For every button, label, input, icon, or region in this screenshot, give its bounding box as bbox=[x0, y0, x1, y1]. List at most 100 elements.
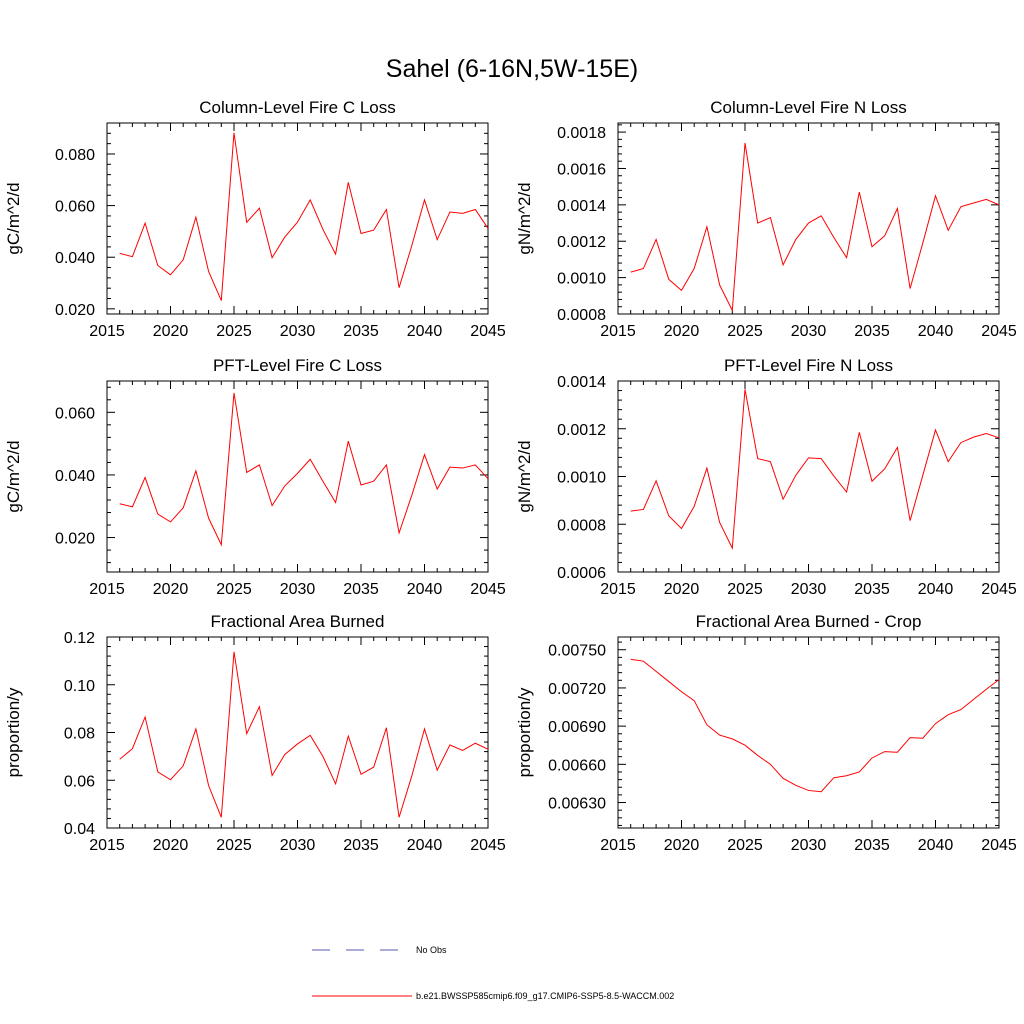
x-tick-label: 2015 bbox=[89, 323, 125, 340]
y-tick-label: 0.10 bbox=[64, 678, 95, 695]
y-tick-label: 0.00720 bbox=[548, 681, 606, 698]
x-tick-label: 2015 bbox=[89, 581, 125, 598]
y-tick-label: 0.0008 bbox=[557, 307, 606, 324]
panel-1: 2015 2020 2025 2030 2035 2040 2045 0.020 0.040 0.… bbox=[4, 98, 506, 340]
x-tick-label: 2025 bbox=[216, 323, 252, 340]
y-tick-label: 0.0006 bbox=[557, 565, 606, 582]
y-tick-label: 0.040 bbox=[55, 468, 95, 485]
legend-label-model: b.e21.BWSSP585cmip6.f09_g17.CMIP6-SSP5-8… bbox=[416, 991, 674, 1001]
x-tick-label: 2030 bbox=[280, 837, 316, 854]
y-tick-label: 0.0018 bbox=[557, 125, 606, 142]
x-tick-label: 2020 bbox=[664, 323, 700, 340]
x-tick-label: 2040 bbox=[918, 837, 954, 854]
x-tick-label: 2045 bbox=[470, 323, 506, 340]
panel-title: Fractional Area Burned bbox=[211, 612, 385, 631]
x-tick-label: 2030 bbox=[280, 323, 316, 340]
panel-title: Column-Level Fire C Loss bbox=[199, 98, 396, 117]
panel-2: 2015 2020 2025 2030 2035 2040 2045 0.0008 0.0010… bbox=[515, 98, 1017, 340]
y-tick-label: 0.12 bbox=[64, 630, 95, 647]
x-tick-label: 2035 bbox=[343, 581, 379, 598]
y-tick-label: 0.06 bbox=[64, 773, 95, 790]
series-line bbox=[630, 142, 1000, 313]
y-tick-label: 0.040 bbox=[55, 250, 95, 267]
panel-title: Column-Level Fire N Loss bbox=[710, 98, 907, 117]
y-tick-label: 0.00630 bbox=[548, 796, 606, 813]
y-tick-label: 0.0012 bbox=[557, 234, 606, 251]
x-tick-label: 2035 bbox=[854, 837, 890, 854]
y-axis-label: gC/m^2/d bbox=[4, 440, 23, 512]
series-line bbox=[630, 389, 1000, 550]
x-tick-label: 2035 bbox=[343, 837, 379, 854]
x-tick-label: 2040 bbox=[407, 323, 443, 340]
y-tick-label: 0.0010 bbox=[557, 271, 606, 288]
panel-title: Fractional Area Burned - Crop bbox=[696, 612, 922, 631]
x-tick-label: 2025 bbox=[727, 581, 763, 598]
x-tick-label: 2020 bbox=[153, 837, 189, 854]
x-tick-label: 2045 bbox=[470, 837, 506, 854]
y-tick-label: 0.04 bbox=[64, 821, 95, 838]
x-tick-label: 2020 bbox=[664, 837, 700, 854]
plot-frame bbox=[617, 380, 1000, 573]
x-tick-label: 2020 bbox=[664, 581, 700, 598]
panels: 2015 2020 2025 2030 2035 2040 2045 0.020 0.040 0.… bbox=[4, 98, 1017, 854]
y-tick-label: 0.020 bbox=[55, 302, 95, 319]
x-tick-label: 2040 bbox=[407, 581, 443, 598]
series-line bbox=[119, 392, 489, 547]
x-tick-label: 2025 bbox=[216, 581, 252, 598]
x-tick-label: 2030 bbox=[280, 581, 316, 598]
y-tick-label: 0.080 bbox=[55, 147, 95, 164]
y-tick-label: 0.0010 bbox=[557, 470, 606, 487]
panel-5: 2015 2020 2025 2030 2035 2040 2045 0.04 0.06 0.08… bbox=[4, 612, 506, 854]
x-tick-label: 2015 bbox=[600, 323, 636, 340]
series-line bbox=[119, 651, 489, 818]
x-tick-label: 2030 bbox=[791, 323, 827, 340]
panel-4: 2015 2020 2025 2030 2035 2040 2045 0.0006 0.0008… bbox=[515, 356, 1017, 598]
y-axis-label: gN/m^2/d bbox=[515, 182, 534, 254]
figure-title: Sahel (6-16N,5W-15E) bbox=[386, 55, 638, 83]
x-tick-label: 2025 bbox=[727, 837, 763, 854]
x-tick-label: 2045 bbox=[981, 323, 1017, 340]
legend: No Obs b.e21.BWSSP585cmip6.f09_g17.CMIP6… bbox=[312, 945, 674, 1001]
x-tick-label: 2035 bbox=[854, 323, 890, 340]
y-axis-label: gN/m^2/d bbox=[515, 440, 534, 512]
x-tick-label: 2045 bbox=[981, 581, 1017, 598]
y-tick-label: 0.060 bbox=[55, 199, 95, 216]
x-tick-label: 2035 bbox=[343, 323, 379, 340]
y-tick-label: 0.00660 bbox=[548, 757, 606, 774]
series-line bbox=[630, 658, 1000, 793]
plot-frame bbox=[106, 380, 489, 573]
y-tick-label: 0.00750 bbox=[548, 643, 606, 660]
x-tick-label: 2045 bbox=[981, 837, 1017, 854]
x-tick-label: 2030 bbox=[791, 837, 827, 854]
y-tick-label: 0.00690 bbox=[548, 719, 606, 736]
x-tick-label: 2040 bbox=[918, 323, 954, 340]
panel-6: 2015 2020 2025 2030 2035 2040 2045 0.00630 0.006… bbox=[515, 612, 1017, 854]
x-tick-label: 2040 bbox=[407, 837, 443, 854]
y-tick-label: 0.060 bbox=[55, 405, 95, 422]
y-axis-label: proportion/y bbox=[515, 687, 534, 777]
y-tick-label: 0.0008 bbox=[557, 517, 606, 534]
y-axis-label: proportion/y bbox=[4, 687, 23, 777]
x-tick-label: 2045 bbox=[470, 581, 506, 598]
series-line bbox=[119, 132, 489, 301]
y-tick-label: 0.08 bbox=[64, 726, 95, 743]
x-tick-label: 2015 bbox=[89, 837, 125, 854]
panel-3: 2015 2020 2025 2030 2035 2040 2045 0.020 0.040 0.… bbox=[4, 356, 506, 598]
x-tick-label: 2015 bbox=[600, 581, 636, 598]
x-tick-label: 2020 bbox=[153, 323, 189, 340]
plot-frame bbox=[106, 636, 489, 829]
y-tick-label: 0.0014 bbox=[557, 198, 606, 215]
x-tick-label: 2015 bbox=[600, 837, 636, 854]
x-tick-label: 2020 bbox=[153, 581, 189, 598]
x-tick-label: 2025 bbox=[216, 837, 252, 854]
legend-label-no-obs: No Obs bbox=[416, 945, 447, 955]
y-tick-label: 0.0016 bbox=[557, 161, 606, 178]
y-tick-label: 0.0012 bbox=[557, 422, 606, 439]
x-tick-label: 2030 bbox=[791, 581, 827, 598]
y-axis-label: gC/m^2/d bbox=[4, 182, 23, 254]
x-tick-label: 2040 bbox=[918, 581, 954, 598]
x-tick-label: 2025 bbox=[727, 323, 763, 340]
x-tick-label: 2035 bbox=[854, 581, 890, 598]
y-tick-label: 0.0014 bbox=[557, 374, 606, 391]
